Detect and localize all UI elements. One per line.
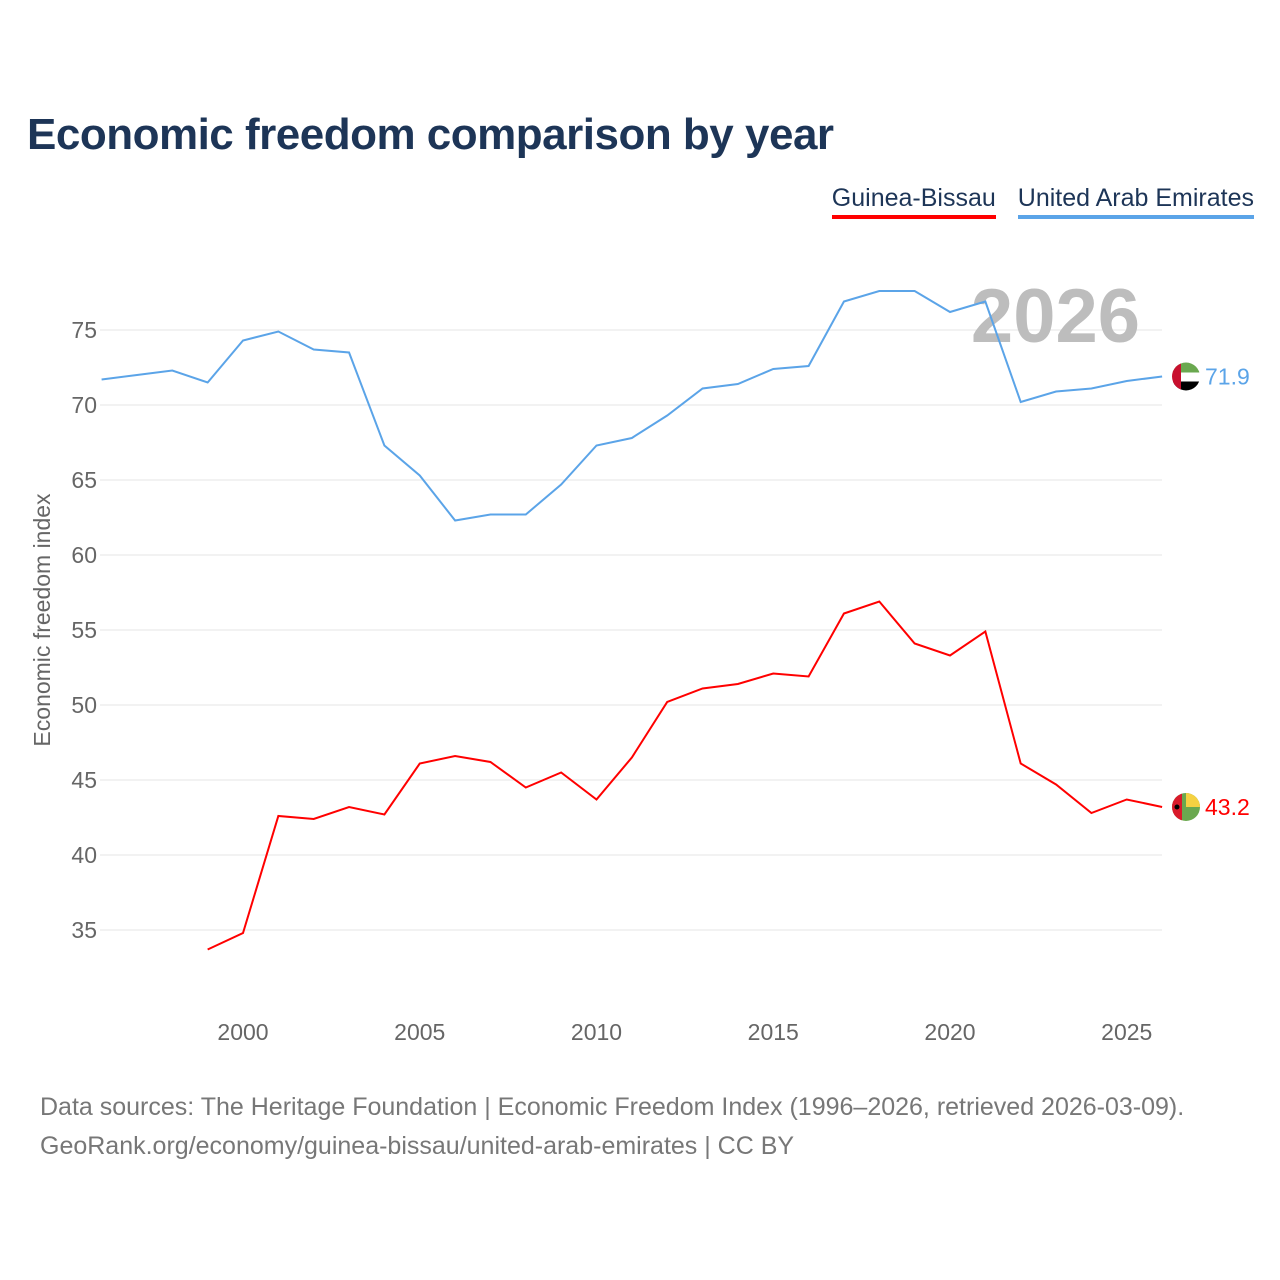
- end-value-label: 43.2: [1205, 794, 1250, 820]
- legend: Guinea-Bissau United Arab Emirates: [831, 184, 1254, 219]
- y-tick-label: 40: [71, 842, 97, 868]
- y-axis-label: Economic freedom index: [29, 493, 55, 747]
- year-watermark: 2026: [971, 274, 1140, 359]
- x-tick-label: 2010: [571, 1019, 622, 1045]
- y-tick-label: 45: [71, 767, 97, 793]
- y-tick-label: 55: [71, 617, 97, 643]
- legend-guinea-bissau[interactable]: Guinea-Bissau: [831, 184, 996, 219]
- y-tick-label: 50: [71, 692, 97, 718]
- x-tick-label: 2000: [217, 1019, 268, 1045]
- x-tick-label: 2025: [1101, 1019, 1152, 1045]
- end-value-label: 71.9: [1205, 364, 1250, 390]
- series-line-guinea-bissau: [207, 600, 1163, 951]
- y-tick-label: 65: [71, 467, 97, 493]
- series-line-uae: [101, 290, 1163, 522]
- y-tick-label: 75: [71, 317, 97, 343]
- y-tick-label: 60: [71, 542, 97, 568]
- x-tick-label: 2020: [924, 1019, 975, 1045]
- y-tick-label: 35: [71, 917, 97, 943]
- chart-title: Economic freedom comparison by year: [27, 110, 834, 159]
- y-tick-label: 70: [71, 392, 97, 418]
- uae-flag-icon: [1172, 362, 1200, 391]
- legend-uae[interactable]: United Arab Emirates: [1017, 184, 1254, 219]
- x-tick-label: 2015: [748, 1019, 799, 1045]
- guinea-bissau-flag-icon: [1172, 793, 1200, 821]
- footer-url: GeoRank.org/economy/guinea-bissau/united…: [40, 1132, 795, 1160]
- x-tick-label: 2005: [394, 1019, 445, 1045]
- footer: Data sources: The Heritage Foundation | …: [40, 1088, 1184, 1166]
- footer-sources: Data sources: The Heritage Foundation | …: [40, 1093, 1185, 1121]
